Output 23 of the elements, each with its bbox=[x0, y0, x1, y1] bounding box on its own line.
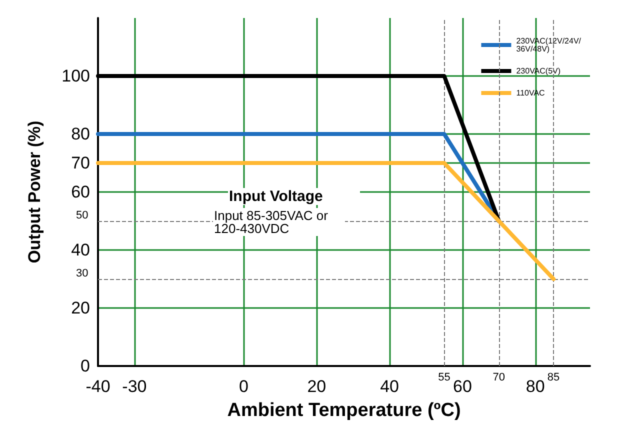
x-tick-label: -30 bbox=[122, 377, 147, 396]
y-tick-label: 20 bbox=[71, 298, 90, 318]
y-tick-label: 40 bbox=[71, 240, 90, 260]
x-axis-title: Ambient Temperature (ºC) bbox=[227, 400, 461, 421]
ref-line-label: 85 bbox=[547, 372, 560, 384]
ref-line-label: 50 bbox=[76, 210, 88, 222]
x-tick-label: 60 bbox=[452, 377, 472, 396]
x-tick-label: 0 bbox=[239, 377, 249, 396]
y-tick-label: 0 bbox=[80, 356, 90, 376]
y-tick-label: 100 bbox=[62, 66, 90, 86]
y-tick-label: 60 bbox=[71, 182, 90, 202]
y-axis-title: Output Power (%) bbox=[25, 120, 44, 264]
annotation: Input 85-305VAC or 120-430VDC bbox=[214, 208, 332, 236]
x-tick-label: 20 bbox=[307, 377, 326, 396]
x-tick-label: 80 bbox=[526, 377, 545, 396]
ref-line-label: 30 bbox=[76, 268, 88, 280]
y-tick-label: 70 bbox=[71, 154, 90, 172]
x-tick-label: 40 bbox=[380, 377, 400, 396]
annotation: Input Voltage bbox=[229, 188, 323, 205]
ref-line-label: 55 bbox=[438, 372, 450, 384]
ref-line-label: 70 bbox=[492, 372, 506, 384]
y-tick-label: 80 bbox=[71, 124, 90, 144]
x-tick-label: -40 bbox=[86, 377, 110, 396]
